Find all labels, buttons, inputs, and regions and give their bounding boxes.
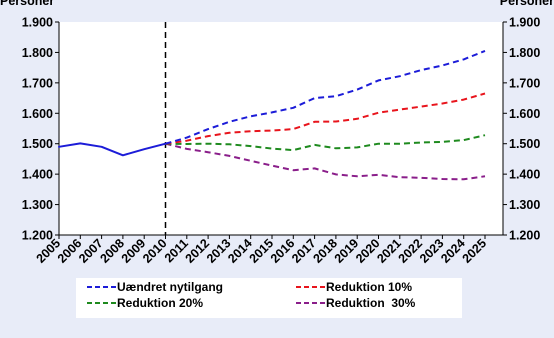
y-axis-label-right: Personer (500, 0, 554, 8)
y-tick-label-left: 1.200 (22, 229, 53, 243)
y-tick-label-right: 1.300 (509, 198, 540, 212)
series-line (165, 92, 486, 145)
y-tick-label-right: 1.600 (509, 107, 540, 121)
plot-area (59, 22, 503, 235)
series-line (165, 142, 486, 181)
y-tick-label-left: 1.700 (22, 76, 53, 90)
series-lines (58, 49, 486, 181)
y-axis-right: 1.200 1.300 1.400 1.500 1.600 1.700 1.800 1.900 (502, 16, 540, 243)
legend-label: Uændret nytilgang (117, 280, 223, 294)
y-tick-label-left: 1.800 (22, 46, 53, 60)
y-tick-label-left: 1.300 (22, 198, 53, 212)
series-line (165, 134, 486, 152)
legend-label: Reduktion 10% (326, 280, 412, 294)
y-tick-label-right: 1.900 (509, 16, 540, 30)
legend: Uændret nytilgang Reduktion 10% Reduktion … (76, 278, 462, 318)
y-tick-label-right: 1.700 (509, 76, 540, 90)
legend-label: Reduktion 20% (117, 296, 203, 310)
y-tick-label-right: 1.400 (509, 168, 540, 182)
y-axis-label-left: Personer (0, 0, 54, 8)
y-tick-label-left: 1.900 (22, 16, 53, 30)
y-tick-label-left: 1.600 (22, 107, 53, 121)
legend-label: Reduktion 30% (326, 296, 416, 310)
y-tick-label-left: 1.500 (22, 137, 53, 151)
y-tick-label-right: 1.500 (509, 137, 540, 151)
y-tick-label-right: 1.800 (509, 46, 540, 60)
y-tick-label-right: 1.200 (509, 229, 540, 243)
y-axis-left: 1.200 1.300 1.400 1.500 1.600 1.700 1.800 1.900 (22, 16, 60, 243)
history-line (58, 142, 167, 157)
y-tick-label-left: 1.400 (22, 168, 53, 182)
legend-box (76, 278, 462, 318)
